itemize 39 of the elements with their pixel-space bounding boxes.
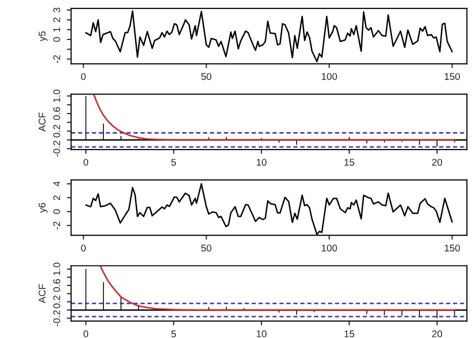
y-axis-title: ACF: [38, 284, 46, 304]
y-tick-label: 0.2: [53, 296, 60, 308]
x-tick-label: 0: [81, 244, 86, 252]
y-tick-label: 4: [53, 181, 60, 186]
x-tick-label: 10: [256, 158, 266, 166]
x-tick-label: 50: [201, 73, 212, 80]
y-tick-label: 0.2: [53, 124, 60, 138]
x-tick-label: 100: [322, 73, 337, 80]
y-tick-label: 3: [53, 8, 60, 12]
x-tick-label: 15: [344, 158, 354, 166]
x-tick-label: 50: [201, 244, 212, 252]
y-tick-label: -2: [53, 55, 60, 63]
x-tick-label: 0: [81, 73, 86, 80]
y-axis-title: y6: [38, 202, 48, 213]
y-tick-label: 1.0: [53, 262, 60, 276]
y-tick-label: 1.0: [53, 90, 60, 102]
x-tick-label: 5: [171, 330, 176, 338]
x-tick-label: 15: [344, 330, 354, 338]
y-axis-title: ACF: [38, 112, 46, 132]
x-tick-label: 100: [322, 244, 337, 252]
x-tick-label: 10: [256, 330, 266, 338]
x-tick-label: 150: [444, 73, 460, 80]
x-tick-label: 150: [444, 244, 460, 252]
x-tick-label: 20: [432, 330, 442, 338]
x-tick-label: 5: [171, 158, 176, 166]
y-tick-label: 0.6: [53, 279, 60, 292]
y-tick-label: 0: [53, 37, 60, 42]
y-axis-title: y5: [38, 31, 48, 42]
y-tick-label: -0.2: [53, 140, 60, 157]
y-tick-label: 2: [53, 195, 60, 200]
x-tick-label: 0: [84, 158, 88, 166]
x-tick-label: 20: [432, 158, 442, 166]
x-tick-label: 0: [84, 330, 88, 338]
y-tick-label: 1: [53, 27, 60, 32]
y-tick-label: -2: [53, 222, 60, 230]
y-tick-label: 0: [53, 209, 60, 214]
y-tick-label: -0.2: [53, 310, 60, 326]
y-tick-label: 0.6: [53, 107, 60, 120]
y-tick-label: 2: [53, 18, 60, 22]
